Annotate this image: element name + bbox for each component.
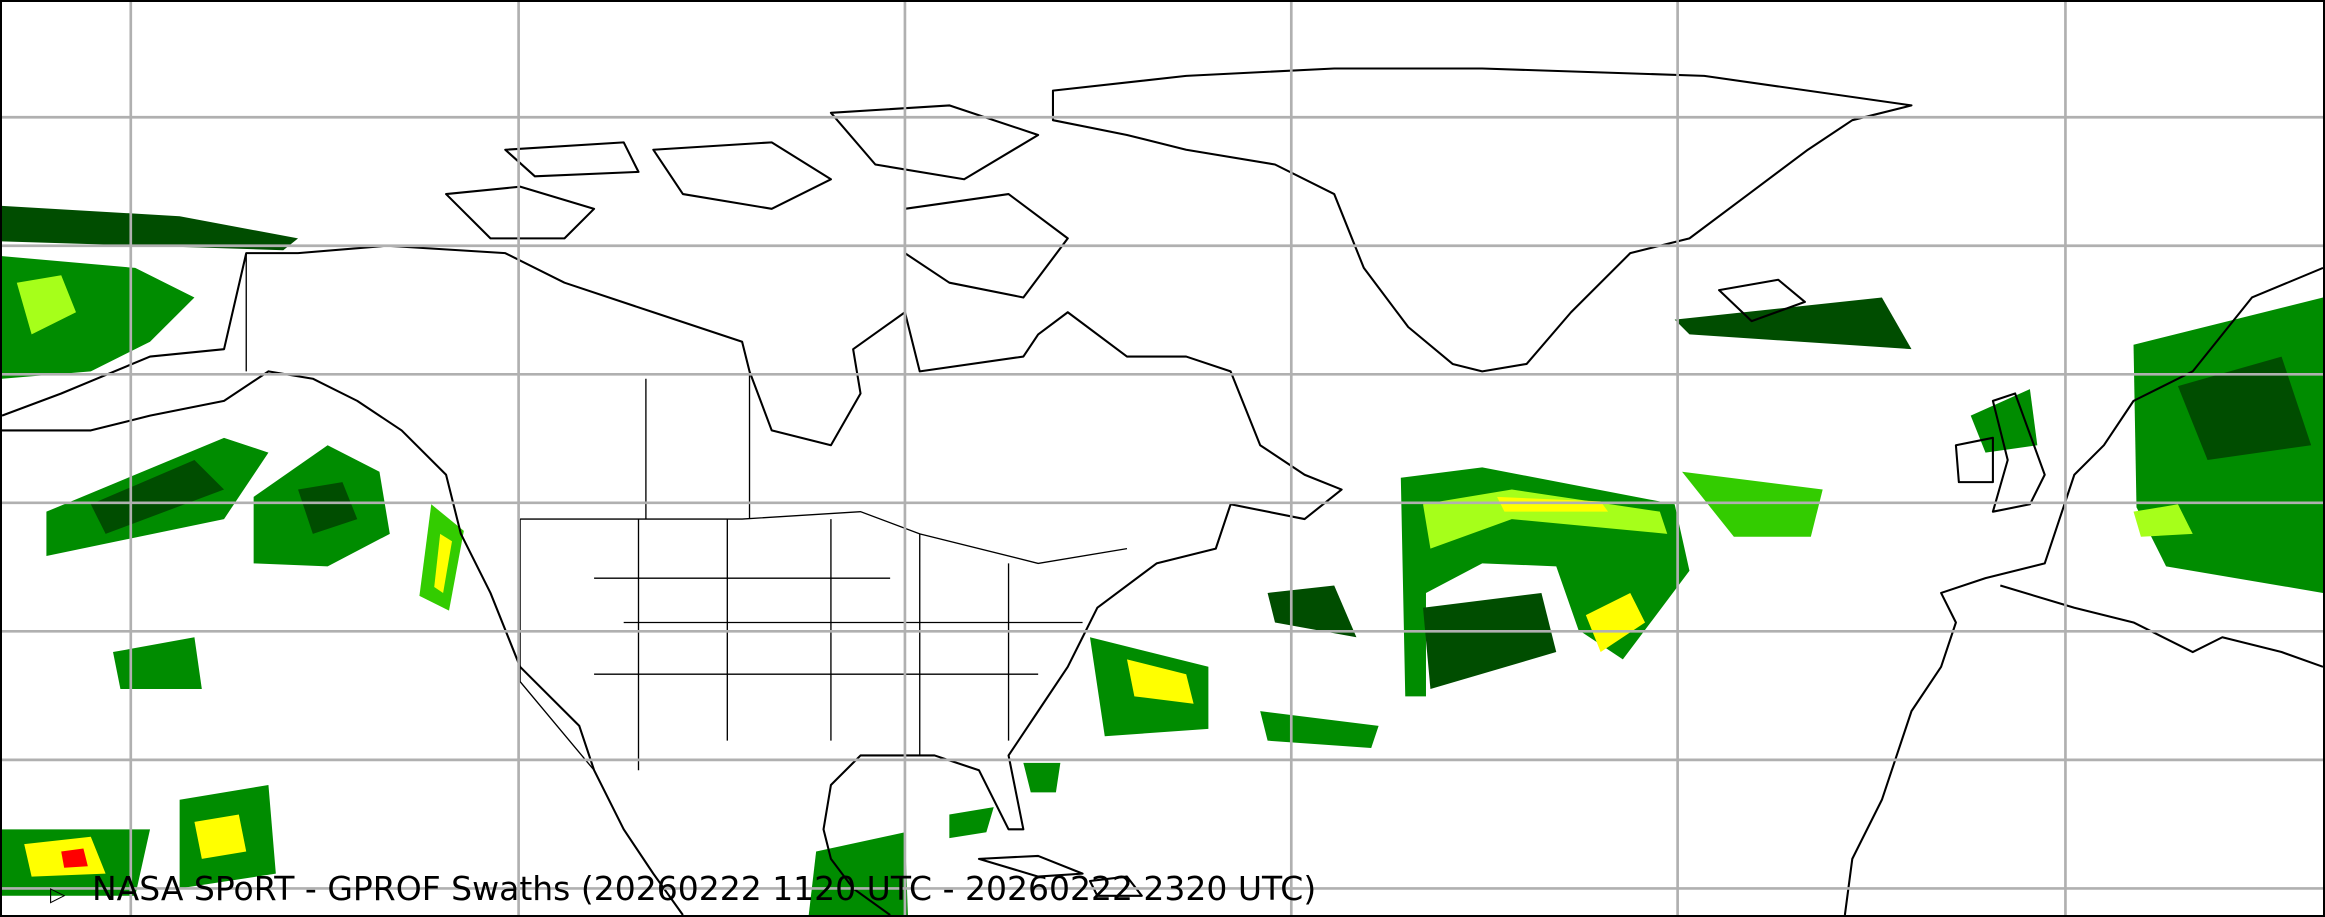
precip-swath <box>434 533 452 593</box>
coastlines <box>2 67 2323 915</box>
map-title: NASA SPoRT - GPROF Swaths (20260222 1120… <box>92 869 1317 908</box>
triangle-right-icon[interactable]: ▷ <box>50 882 66 906</box>
precip-swath <box>2 205 299 251</box>
europe-africa-coast <box>1843 266 2323 915</box>
precip-swath <box>1674 297 1912 350</box>
precipitation-swaths <box>2 205 2323 915</box>
precip-swath <box>298 482 358 534</box>
precip-swath <box>1585 592 1646 653</box>
precip-swath <box>808 832 908 915</box>
precip-swath <box>1423 489 1668 549</box>
british-isles-coast <box>1954 392 2046 513</box>
precip-swath <box>2133 504 2193 537</box>
arctic-islands <box>445 104 1069 299</box>
precip-swath <box>1497 496 1609 512</box>
precip-swath <box>1970 389 2038 453</box>
precip-swath <box>1267 585 1357 638</box>
iceland-coast <box>1718 278 1806 323</box>
precip-swath <box>1126 659 1194 704</box>
precip-swath <box>1260 711 1379 749</box>
precip-swath <box>1023 762 1061 793</box>
north-america-coast <box>2 244 1343 915</box>
precip-swath <box>1682 471 1823 537</box>
political-borders <box>245 253 1128 771</box>
precip-swath <box>113 637 202 689</box>
greenland-coast <box>1051 67 1913 373</box>
precip-swath <box>2177 356 2312 460</box>
precip-swath <box>949 807 994 839</box>
precip-swath <box>194 814 247 859</box>
precip-swath <box>61 848 88 868</box>
caribbean-islands <box>977 854 1143 897</box>
precip-swath <box>90 459 225 534</box>
precip-swath <box>1423 592 1557 689</box>
